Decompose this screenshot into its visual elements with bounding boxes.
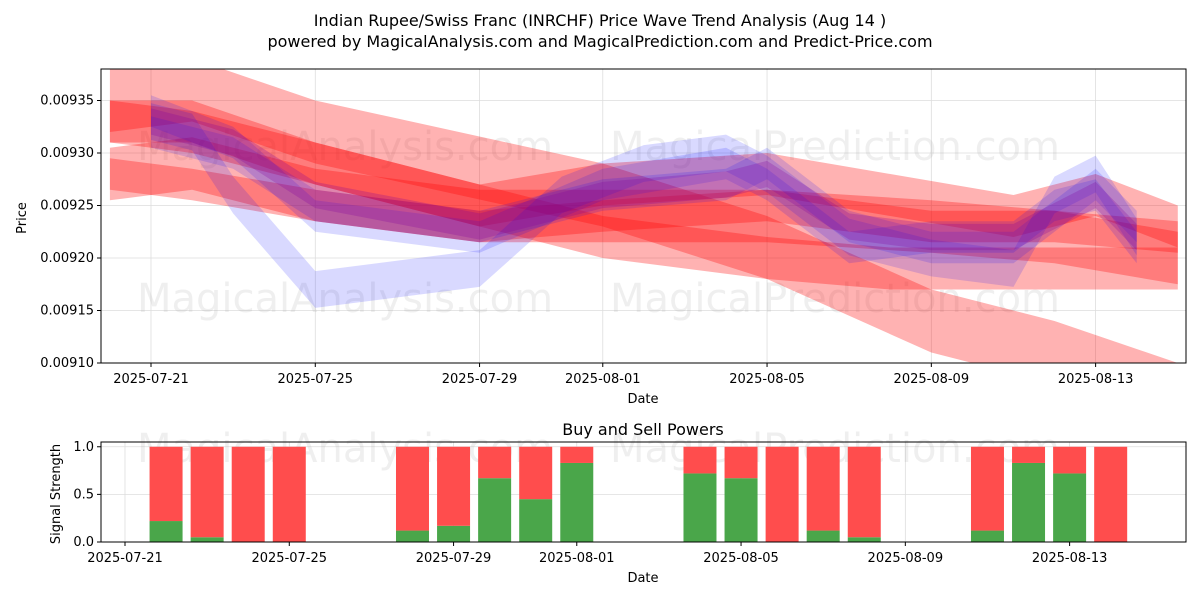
signal-y-tick-label: 0.0 [73, 535, 94, 550]
price-y-label: Price [15, 202, 30, 234]
buy-bar [847, 537, 881, 542]
price-y-tick-label: 0.00925 [40, 199, 94, 214]
buy-bar [519, 499, 553, 542]
buy-bar [724, 478, 758, 542]
price-y-tick-label: 0.00915 [40, 304, 94, 319]
buy-bar [683, 473, 717, 542]
signal-chart-title: Buy and Sell Powers [562, 420, 724, 439]
buy-bar [560, 462, 594, 542]
signal-x-tick-label: 2025-07-25 [251, 551, 327, 566]
price-band-red-band-4 [109, 100, 1178, 290]
sell-bar [847, 446, 881, 538]
signal-bars [149, 446, 1128, 542]
buy-bar [437, 525, 471, 542]
signal-y-ticks: 0.0 0.5 1.0 [73, 440, 101, 550]
price-x-label: Date [627, 392, 658, 407]
signal-x-tick-label: 2025-08-01 [539, 551, 615, 566]
signal-y-label: Signal Strength [49, 444, 64, 544]
watermark-mid-right: MagicalPrediction.com [610, 276, 1060, 322]
sell-bar [395, 446, 429, 531]
signal-x-ticks: 2025-07-21 2025-07-25 2025-07-29 2025-08-01… [87, 542, 1107, 566]
chart-title-line1: Indian Rupee/Swiss Franc (INRCHF) Price … [314, 11, 886, 30]
price-x-tick-label: 2025-08-05 [729, 372, 805, 387]
watermark-mid-left: MagicalAnalysis.com [137, 276, 553, 322]
price-band-blue-wave-3 [151, 116, 1137, 264]
price-x-tick-label: 2025-08-01 [565, 372, 641, 387]
sell-bar [560, 446, 594, 463]
price-band-red-band-1 [109, 69, 1178, 363]
price-series [109, 69, 1178, 363]
buy-bar [478, 478, 512, 542]
sell-bar [519, 446, 553, 500]
signal-x-tick-label: 2025-08-09 [868, 551, 944, 566]
buy-bar [1053, 473, 1087, 542]
chart-title-line2: powered by MagicalAnalysis.com and Magic… [267, 32, 932, 51]
signal-x-tick-label: 2025-08-05 [703, 551, 779, 566]
watermark-top-right: MagicalPrediction.com [610, 124, 1060, 170]
price-x-tick-label: 2025-07-29 [442, 372, 518, 387]
buy-bar [806, 530, 840, 542]
sell-bar [724, 446, 758, 479]
price-band-red-band-2 [109, 137, 1178, 285]
buy-bar [1012, 462, 1046, 542]
price-y-tick-label: 0.00910 [40, 356, 94, 371]
sell-bar [190, 446, 224, 538]
price-y-tick-label: 0.00920 [40, 251, 94, 266]
price-band-red-band-5 [109, 100, 1178, 248]
watermark-top-left: MagicalAnalysis.com [137, 124, 553, 170]
price-y-ticks: 0.00910 0.00915 0.00920 0.00925 0.00930 0.009… [40, 94, 101, 371]
signal-x-tick-label: 2025-07-29 [416, 551, 492, 566]
sell-bar [765, 446, 799, 542]
sell-bar [149, 446, 183, 522]
price-x-tick-label: 2025-08-09 [894, 372, 970, 387]
sell-bar [437, 446, 471, 526]
signal-axes-frame [100, 441, 1187, 543]
signal-chart: Buy and Sell Powers MagicalAnalysis.com … [49, 420, 1187, 586]
price-x-tick-label: 2025-07-21 [113, 372, 189, 387]
buy-bar [395, 530, 429, 542]
signal-y-tick-label: 1.0 [73, 440, 94, 455]
signal-y-tick-label: 0.5 [73, 487, 94, 502]
price-chart: MagicalAnalysis.com MagicalPrediction.co… [15, 68, 1187, 407]
sell-bar [806, 446, 840, 531]
price-band-blue-wave-2 [151, 95, 1137, 264]
price-x-tick-label: 2025-08-13 [1058, 372, 1134, 387]
price-x-tick-label: 2025-07-25 [277, 372, 353, 387]
sell-bar [1012, 446, 1046, 463]
price-band-red-band-3 [109, 158, 1178, 253]
price-grid [101, 69, 1186, 364]
signal-x-tick-label: 2025-07-21 [87, 551, 163, 566]
sell-bar [478, 446, 512, 479]
sell-bar [683, 446, 717, 474]
signal-x-label: Date [627, 571, 658, 586]
buy-bar [970, 530, 1004, 542]
sell-bar [1053, 446, 1087, 474]
price-y-tick-label: 0.00935 [40, 94, 94, 109]
buy-bar [149, 521, 183, 542]
price-axes-frame [100, 68, 1187, 364]
price-y-tick-label: 0.00930 [40, 146, 94, 161]
price-band-blue-wave-1 [151, 103, 1137, 308]
price-band-purple-wave [151, 108, 1137, 251]
buy-bar [190, 537, 224, 542]
sell-bar [231, 446, 265, 542]
sell-bar [970, 446, 1004, 531]
price-x-ticks: 2025-07-21 2025-07-25 2025-07-29 2025-08-01… [113, 363, 1133, 387]
sell-bar [1094, 446, 1128, 542]
sell-bar [272, 446, 306, 542]
signal-x-tick-label: 2025-08-13 [1032, 551, 1108, 566]
